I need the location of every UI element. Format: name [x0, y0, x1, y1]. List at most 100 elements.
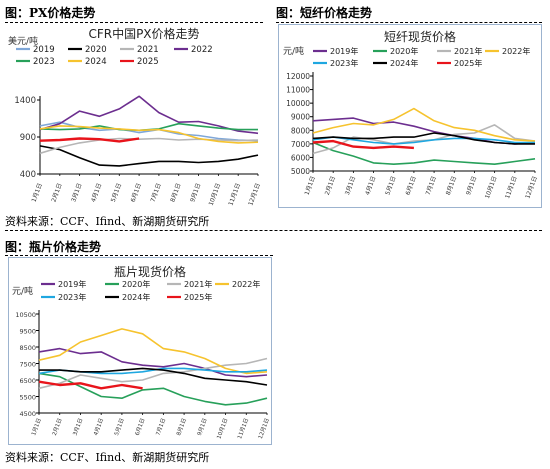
bottle-legend-label-5: 2024年 [122, 292, 150, 302]
bottle-x-tick-label-10: 11月1日 [236, 417, 250, 440]
px-legend-label-5: 2024 [85, 57, 107, 67]
bottle-series-line-6 [38, 380, 143, 390]
source-note-bottom: 资料来源：CCF、Ifind、新湖期货研究所 [5, 451, 210, 464]
px-y-axis-label: 美元/吨 [8, 35, 38, 47]
px-x-tick-label-0: 1月1日 [31, 182, 44, 203]
psf-legend-label-1: 2020年 [390, 46, 418, 56]
bottle-y-tick-label-3: 7500 [19, 361, 36, 369]
psf-legend-label-5: 2024年 [390, 58, 418, 68]
px-series-line-2 [39, 137, 259, 155]
psf-legend-label-4: 2023年 [330, 58, 358, 68]
psf-y-tick-label-5: 10000 [286, 99, 310, 108]
bottle-legend-label-0: 2019年 [58, 279, 86, 289]
px-section-rule [5, 22, 263, 23]
psf-chart-title: 短纤现货价格 [384, 29, 456, 44]
psf-x-tick-label-6: 7月1日 [425, 175, 438, 196]
px-x-tick-label-2: 3月1日 [70, 182, 83, 203]
psf-series-line-1 [312, 141, 536, 165]
bottle-legend-label-1: 2020年 [122, 279, 150, 289]
psf-series-line-3 [312, 107, 536, 142]
source-note-top: 资料来源：CCF、Ifind、新湖期货研究所 [5, 215, 210, 228]
bottle-legend-label-3: 2022年 [232, 279, 260, 289]
px-legend-label-3: 2022 [191, 45, 213, 55]
px-x-tick-label-1: 2月1日 [50, 182, 63, 203]
bottle-x-tick-label-6: 7月1日 [155, 417, 168, 436]
psf-series-line-5 [312, 132, 535, 145]
px-x-tick-label-10: 11月1日 [227, 182, 242, 206]
px-x-tick-label-7: 8月1日 [169, 182, 182, 203]
px-legend-label-1: 2020 [85, 45, 107, 55]
psf-y-tick-label-1: 6000 [291, 153, 310, 162]
psf-section-rule [276, 22, 542, 23]
psf-y-tick-label-7: 12000 [286, 72, 310, 81]
bottle-x-tick-label-1: 2月1日 [51, 417, 64, 436]
px-y-tick-label-2: 1400 [14, 96, 36, 106]
bottle-legend-label-6: 2025年 [184, 292, 212, 302]
bottle-x-tick-label-4: 5月1日 [113, 417, 126, 436]
psf-x-tick-label-1: 2月1日 [324, 175, 337, 196]
psf-chart-panel: 短纤现货价格 元/吨 2019年 2020年 2021年 2022年 2023年 2024年 2… [278, 24, 542, 208]
bottle-series-line-3 [38, 328, 268, 375]
bottle-y-tick-label-1: 5500 [19, 394, 36, 402]
bottle-x-tick-label-11: 12月1日 [257, 417, 271, 440]
psf-y-tick-label-2: 7000 [291, 140, 310, 149]
px-series-line-1 [39, 145, 259, 167]
psf-x-tick-label-4: 5月1日 [384, 175, 397, 196]
px-legend-label-4: 2023 [33, 57, 55, 67]
px-x-tick-label-5: 6月1日 [130, 182, 143, 203]
psf-x-tick-label-11: 12月1日 [524, 175, 539, 199]
bottle-y-tick-label-0: 4500 [19, 410, 36, 418]
bottle-x-tick-label-7: 8月1日 [175, 417, 188, 436]
psf-x-tick-label-8: 9月1日 [465, 175, 478, 196]
bottle-y-tick-label-4: 8500 [19, 344, 36, 352]
bottle-x-tick-label-8: 9月1日 [196, 417, 209, 436]
px-x-tick-label-8: 9月1日 [189, 182, 202, 203]
bottle-x-tick-label-2: 3月1日 [72, 417, 85, 436]
psf-series-line-6 [312, 139, 414, 150]
px-series-line-3 [39, 95, 259, 135]
px-section-title: 图：PX价格走势 [5, 6, 96, 20]
px-x-tick-label-3: 4月1日 [90, 182, 103, 203]
psf-y-tick-label-4: 9000 [291, 113, 310, 122]
px-y-tick-label-1: 900 [20, 133, 36, 143]
bottle-x-tick-label-0: 1月1日 [30, 417, 43, 436]
px-chart-panel: CFR中国PX价格走势 美元/吨 2019 2020 2021 2022 2023 2024 2… [2, 24, 266, 208]
bottle-series-line-5 [39, 367, 268, 386]
px-x-tick-label-6: 7月1日 [149, 182, 162, 203]
psf-legend-label-6: 2025年 [454, 58, 482, 68]
bottle-y-tick-label-6: 10500 [15, 311, 36, 319]
psf-x-tick-label-3: 4月1日 [364, 175, 377, 196]
psf-x-tick-label-9: 10月1日 [484, 175, 499, 199]
px-legend-label-0: 2019 [33, 45, 55, 55]
bottle-y-tick-label-5: 9500 [19, 328, 36, 336]
bottle-chart-panel: 瓶片现货价格 元/吨 2019年 2020年 2021年 2022年 2023年 2024年 2… [8, 257, 272, 445]
px-y-tick-label-0: 400 [20, 170, 36, 180]
px-legend-label-6: 2025 [137, 57, 159, 67]
bottle-series-line-0 [38, 347, 268, 378]
px-x-tick-label-9: 10月1日 [208, 182, 223, 206]
bottle-legend-label-4: 2023年 [58, 292, 86, 302]
source-rule-top [5, 230, 542, 231]
px-chart-title: CFR中国PX价格走势 [88, 26, 199, 41]
psf-y-tick-label-0: 5000 [291, 167, 310, 176]
px-series-line-5 [39, 125, 259, 144]
bottle-series-line-2 [38, 357, 268, 390]
psf-y-tick-label-6: 11000 [286, 86, 310, 95]
bottle-y-tick-label-2: 6500 [19, 377, 36, 385]
psf-series-line-4 [312, 136, 535, 145]
bottle-y-axis-label: 元/吨 [12, 285, 33, 297]
psf-y-tick-label-3: 8000 [291, 126, 310, 135]
psf-y-axis-label: 元/吨 [283, 45, 304, 57]
bottle-series-line-1 [38, 372, 268, 406]
bottle-legend-label-2: 2021年 [184, 279, 212, 289]
bottle-x-tick-label-5: 6月1日 [134, 417, 147, 436]
psf-x-tick-label-7: 8月1日 [445, 175, 458, 196]
psf-section-title: 图：短纤价格走势 [276, 6, 373, 20]
px-x-tick-label-4: 5月1日 [110, 182, 123, 203]
bottle-x-tick-label-3: 4月1日 [92, 417, 105, 436]
psf-legend-label-3: 2022年 [502, 46, 530, 56]
bottle-section-title: 图：瓶片价格走势 [5, 240, 102, 254]
